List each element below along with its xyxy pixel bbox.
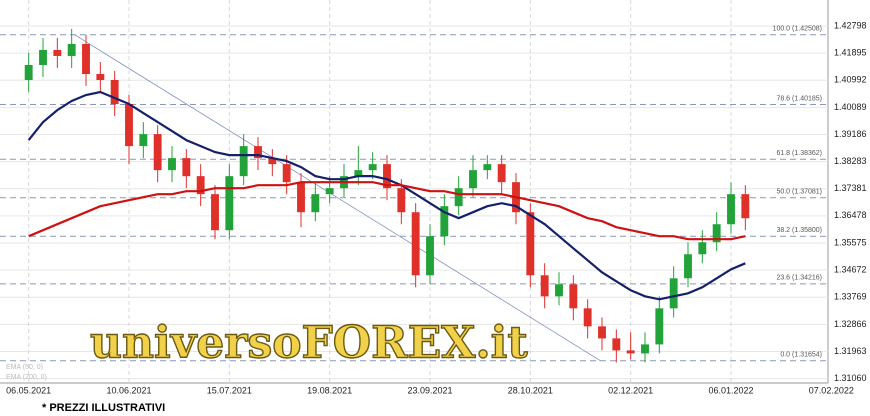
y-tick-label: 1.32866 xyxy=(834,319,867,329)
y-tick-label: 1.35575 xyxy=(834,237,867,247)
candle-body xyxy=(454,188,463,207)
x-tick-label: 10.06.2021 xyxy=(106,385,151,395)
candle-body xyxy=(53,49,62,56)
candle-body xyxy=(225,176,234,231)
candle-body xyxy=(239,146,248,177)
candle-body xyxy=(354,170,363,177)
grid xyxy=(0,0,828,383)
candle-body xyxy=(583,308,592,327)
x-tick-label: 06.01.2022 xyxy=(708,385,753,395)
candle-body xyxy=(211,194,219,231)
y-tick-label: 1.39186 xyxy=(834,129,867,139)
candle-body xyxy=(67,43,76,56)
candle-body xyxy=(325,188,334,195)
candle-body xyxy=(569,284,578,309)
candle-body xyxy=(383,164,391,189)
candle-body xyxy=(655,308,664,345)
candle-body xyxy=(540,275,549,297)
axes: 1.31060 1.31963 1.32866 1.33769 1.34672 1.355… xyxy=(6,20,866,395)
y-tick-label: 1.40089 xyxy=(834,102,867,112)
candle-body xyxy=(297,182,305,213)
candle-body xyxy=(483,164,492,171)
candle-body xyxy=(196,176,205,195)
candle-body xyxy=(397,188,406,213)
ema-line xyxy=(28,181,746,241)
y-tick-label: 1.31060 xyxy=(834,373,867,383)
candle-body xyxy=(669,278,678,309)
y-tick-label: 1.42798 xyxy=(834,20,867,30)
y-tick-label: 1.40992 xyxy=(834,75,867,85)
fib-label: 61.8 (1.38362) xyxy=(776,150,822,157)
ema-line xyxy=(27,90,746,301)
fib-label: 38.2 (1.35800) xyxy=(776,227,822,234)
y-tick-label: 1.37381 xyxy=(834,183,867,193)
candle-body xyxy=(96,73,105,81)
candle-body xyxy=(426,236,434,276)
candle-body xyxy=(153,134,162,171)
candle-body xyxy=(698,242,707,255)
y-tick-label: 1.41895 xyxy=(834,47,867,57)
candle-body xyxy=(712,224,721,243)
candle-body xyxy=(182,158,191,177)
candle-body xyxy=(626,350,635,354)
candle-body xyxy=(497,164,506,183)
fib-levels: 100.0 (1.42508) 78.6 (1.40185) 61.8 (1.383… xyxy=(0,26,828,362)
trend-line xyxy=(74,34,601,362)
fib-label: 100.0 (1.42508) xyxy=(773,26,822,33)
candle-body xyxy=(110,80,119,105)
candle-body xyxy=(741,194,750,219)
plot xyxy=(24,28,750,363)
candle-body xyxy=(641,344,649,354)
x-tick-label: 07.02.2022 xyxy=(809,385,854,395)
candle-body xyxy=(82,43,90,74)
x-tick-label: 23.09.2021 xyxy=(407,385,452,395)
candle-body xyxy=(612,338,621,351)
fib-label: 78.6 (1.40185) xyxy=(776,95,822,102)
fib-label: 0.0 (1.31654) xyxy=(780,352,822,359)
candle-body xyxy=(469,170,477,189)
x-tick-label: 02.12.2021 xyxy=(608,385,653,395)
candle-body xyxy=(311,194,320,213)
y-tick-label: 1.31963 xyxy=(834,346,867,356)
y-tick-label: 1.38283 xyxy=(834,156,867,166)
candle-body xyxy=(411,212,420,276)
candle-body xyxy=(684,254,692,279)
x-tick-label: 28.10.2021 xyxy=(508,385,553,395)
candle-body xyxy=(125,104,133,147)
fib-label: 50.0 (1.37081) xyxy=(776,189,822,196)
candle-body xyxy=(526,212,535,276)
x-tick-label: 19.08.2021 xyxy=(307,385,352,395)
candle-body xyxy=(555,284,563,297)
x-tick-label: 15.07.2021 xyxy=(207,385,252,395)
fib-label: 23.6 (1.34216) xyxy=(776,275,822,282)
x-tick-label: 06.05.2021 xyxy=(6,385,51,395)
candle-body xyxy=(39,49,47,65)
legend-entry: EMA (200, 0) xyxy=(6,374,47,381)
y-tick-label: 1.36478 xyxy=(834,210,867,220)
candle-body xyxy=(440,206,449,237)
y-tick-label: 1.34672 xyxy=(834,264,867,274)
candle-body xyxy=(268,158,277,165)
candle-body xyxy=(254,146,262,159)
candle-body xyxy=(168,158,176,171)
watermark: universoFOREX.it xyxy=(90,318,528,369)
candle-body xyxy=(139,134,148,147)
candle-body xyxy=(282,164,291,183)
candle-body xyxy=(24,64,33,81)
candle-body xyxy=(727,194,735,225)
candle-body xyxy=(598,326,606,339)
y-tick-label: 1.33769 xyxy=(834,292,867,302)
legend-entry: EMA (50, 0) xyxy=(6,364,43,371)
candle-body xyxy=(368,164,377,171)
footnote: * PREZZI ILLUSTRATIVI xyxy=(42,402,165,414)
